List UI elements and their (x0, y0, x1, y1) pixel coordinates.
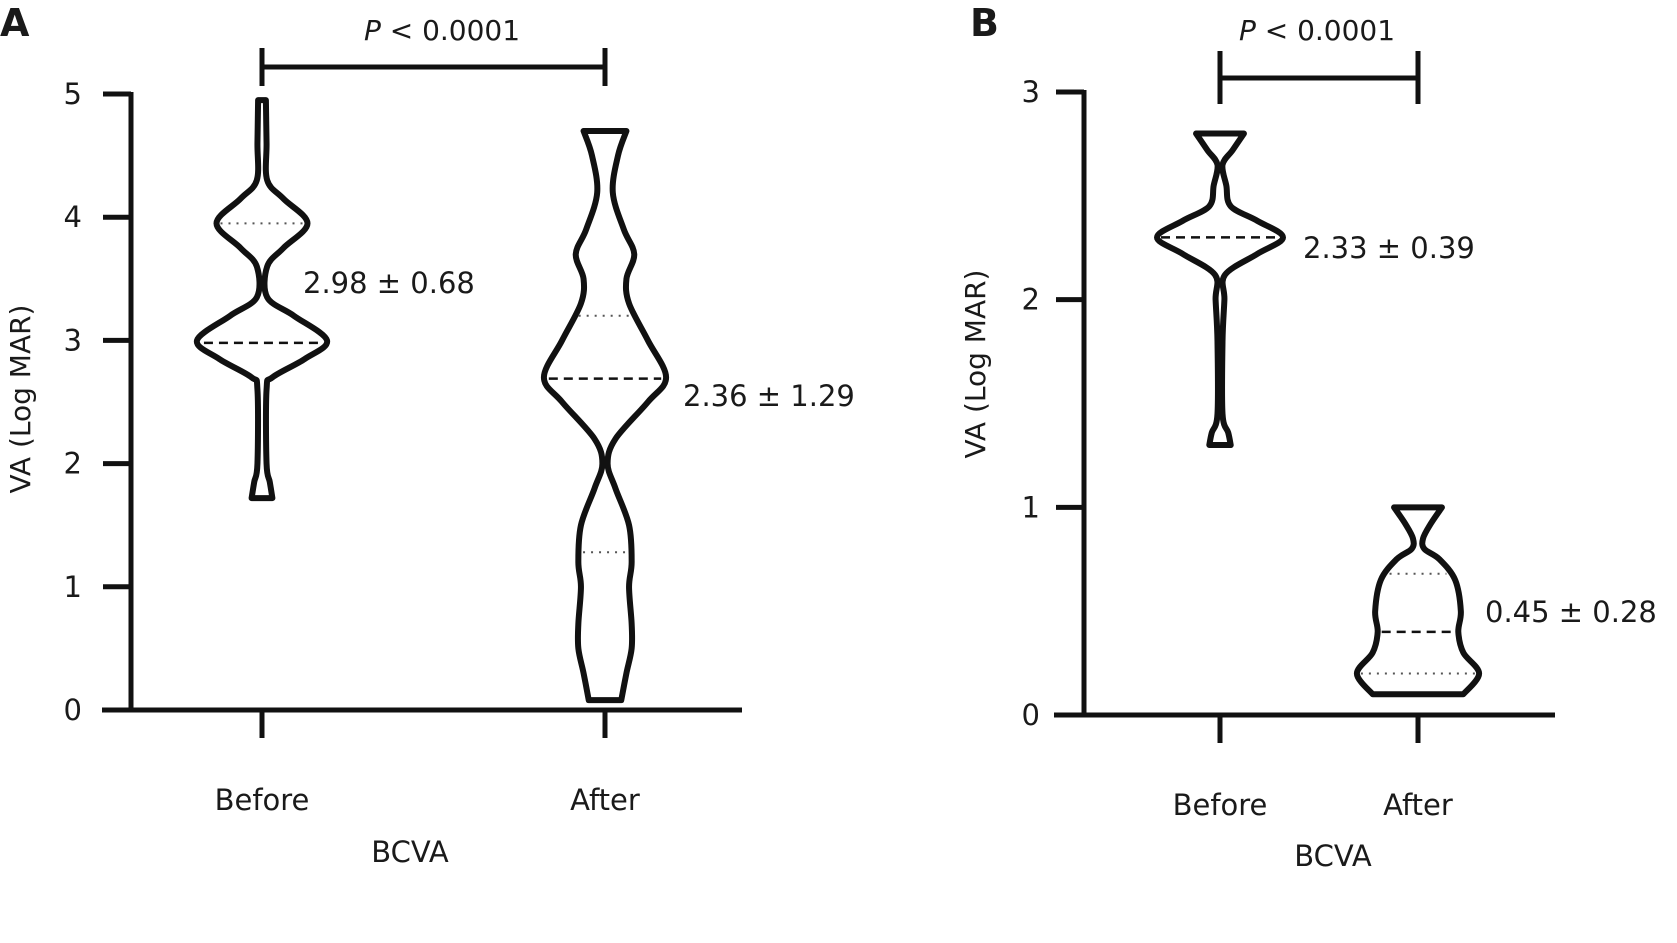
p-symbol: P (1239, 14, 1256, 47)
y-tick-label: 2 (1022, 283, 1040, 317)
violin-before (1154, 130, 1286, 449)
panel-label: A (0, 1, 30, 45)
p-value-text: < 0.0001 (1256, 14, 1395, 47)
y-axis-title: VA (Log MAR) (4, 305, 37, 494)
x-tick-label: After (570, 783, 640, 817)
mean-sd-label: 0.45 ± 0.28 (1485, 595, 1657, 629)
mean-sd-label: 2.33 ± 0.39 (1303, 231, 1475, 265)
x-tick-label: After (1383, 788, 1453, 822)
y-tick-label: 0 (64, 693, 82, 727)
p-symbol: P (364, 14, 381, 47)
y-tick-label: 5 (64, 77, 82, 111)
y-axis-title: VA (Log MAR) (959, 270, 992, 459)
violin-before (193, 97, 331, 502)
p-value-text: < 0.0001 (381, 14, 520, 47)
x-axis-title: BCVA (371, 835, 449, 869)
y-tick-label: 3 (1022, 75, 1040, 109)
p-value-label: P < 0.0001 (364, 14, 520, 47)
panel-label: B (970, 1, 999, 45)
x-axis-title: BCVA (1294, 839, 1372, 873)
y-tick-label: 1 (1022, 490, 1040, 524)
y-tick-label: 4 (64, 200, 82, 234)
y-tick-label: 3 (64, 323, 82, 357)
y-tick-label: 0 (1022, 698, 1040, 732)
mean-sd-label: 2.36 ± 1.29 (683, 379, 855, 413)
x-tick-label: Before (215, 783, 310, 817)
violin-after (540, 127, 670, 704)
mean-sd-label: 2.98 ± 0.68 (303, 266, 475, 300)
y-tick-label: 2 (64, 447, 82, 481)
y-tick-label: 1 (64, 570, 82, 604)
p-value-label: P < 0.0001 (1239, 14, 1395, 47)
violin-after (1353, 504, 1483, 698)
x-tick-label: Before (1173, 788, 1268, 822)
